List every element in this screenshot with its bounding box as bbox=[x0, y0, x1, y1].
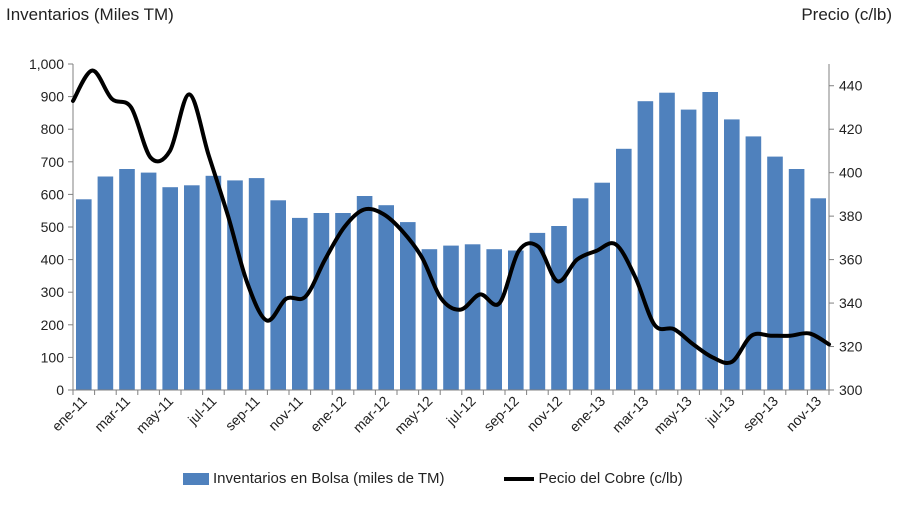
left-tick-label: 0 bbox=[56, 382, 64, 398]
x-tick-label: nov-13 bbox=[783, 393, 825, 435]
bar-mar-11 bbox=[119, 169, 135, 390]
x-tick-label: may-12 bbox=[391, 393, 435, 437]
bar-jul-11 bbox=[205, 175, 222, 390]
x-tick-label: ene-12 bbox=[307, 393, 349, 435]
x-tick-label: sep-13 bbox=[740, 393, 782, 435]
left-tick-label: 400 bbox=[41, 252, 65, 268]
x-tick-label: mar-11 bbox=[91, 393, 133, 435]
bar-ago-11 bbox=[227, 180, 243, 390]
bar-jul-12 bbox=[464, 244, 481, 390]
right-tick-label: 420 bbox=[839, 121, 863, 137]
legend-bar-label: Inventarios en Bolsa (miles de TM) bbox=[213, 470, 445, 487]
bar-oct-12 bbox=[529, 232, 546, 390]
x-tick-label: sep-11 bbox=[222, 393, 263, 434]
bar-jun-12 bbox=[443, 245, 459, 390]
legend-line-swatch bbox=[504, 476, 535, 481]
x-tick-label: mar-12 bbox=[350, 393, 393, 436]
x-tick-label: nov-12 bbox=[524, 393, 566, 435]
legend: Inventarios en Bolsa (miles de TM) Pecio… bbox=[183, 470, 683, 487]
bar-ene-12 bbox=[335, 213, 351, 390]
x-tick-label: may-13 bbox=[650, 393, 694, 437]
right-tick-label: 380 bbox=[839, 208, 863, 224]
bar-ene-13 bbox=[594, 182, 610, 390]
bar-ago-13 bbox=[745, 136, 762, 390]
x-tick-label: jul-11 bbox=[184, 393, 220, 429]
bar-dic-11 bbox=[313, 213, 330, 390]
right-tick-label: 440 bbox=[839, 78, 863, 94]
bar-ene-11 bbox=[76, 199, 92, 390]
bar-sep-12 bbox=[508, 250, 524, 390]
x-tick-label: jul-13 bbox=[702, 393, 738, 429]
right-tick-label: 340 bbox=[839, 295, 863, 311]
x-tick-label: sep-12 bbox=[480, 393, 522, 435]
bar-sep-13 bbox=[767, 156, 783, 390]
x-tick-label: ene-13 bbox=[566, 393, 608, 435]
right-tick-label: 400 bbox=[839, 165, 863, 181]
left-tick-label: 100 bbox=[41, 349, 65, 365]
left-tick-label: 700 bbox=[41, 154, 65, 170]
bar-abr-13 bbox=[659, 92, 675, 390]
x-tick-label: jul-12 bbox=[442, 393, 478, 429]
copper-price-line bbox=[71, 68, 831, 365]
legend-bar-swatch bbox=[183, 472, 209, 485]
bar-nov-13 bbox=[810, 198, 826, 390]
left-tick-label: 200 bbox=[41, 317, 65, 333]
x-tick-label: nov-11 bbox=[265, 393, 306, 434]
bar-oct-13 bbox=[788, 169, 805, 390]
x-tick-label: mar-13 bbox=[609, 393, 652, 436]
bar-jul-13 bbox=[724, 119, 740, 391]
bar-may-11 bbox=[162, 187, 178, 390]
bar-abr-11 bbox=[140, 172, 157, 390]
bar-feb-13 bbox=[616, 148, 632, 390]
x-tick-label: ene-11 bbox=[49, 393, 91, 435]
bar-jun-13 bbox=[702, 92, 718, 390]
legend-line-label: Pecio del Cobre (c/lb) bbox=[538, 470, 683, 487]
bar-ago-12 bbox=[486, 249, 502, 390]
left-tick-label: 300 bbox=[41, 284, 65, 300]
bar-sep-11 bbox=[248, 178, 265, 390]
bar-mar-12 bbox=[378, 205, 394, 390]
left-tick-label: 600 bbox=[41, 186, 65, 202]
right-tick-label: 300 bbox=[839, 382, 863, 398]
right-tick-label: 360 bbox=[839, 252, 863, 268]
bar-mar-13 bbox=[637, 101, 654, 390]
left-tick-label: 800 bbox=[41, 121, 65, 137]
bar-may-13 bbox=[680, 109, 697, 390]
bar-nov-12 bbox=[551, 226, 567, 390]
bar-jun-11 bbox=[184, 185, 200, 390]
left-axis-title: Inventarios (Miles TM) bbox=[6, 5, 174, 24]
bar-oct-11 bbox=[270, 200, 286, 390]
x-tick-label: may-11 bbox=[133, 393, 177, 437]
bar-feb-12 bbox=[356, 196, 373, 390]
bar-feb-11 bbox=[97, 176, 114, 390]
right-axis-title: Precio (c/lb) bbox=[801, 5, 892, 24]
left-tick-label: 500 bbox=[41, 219, 65, 235]
left-tick-label: 1,000 bbox=[29, 56, 64, 72]
right-tick-label: 320 bbox=[839, 339, 863, 355]
left-tick-label: 900 bbox=[41, 89, 65, 105]
bar-dic-12 bbox=[572, 198, 589, 390]
bar-nov-11 bbox=[292, 217, 308, 390]
bar-abr-12 bbox=[400, 222, 416, 390]
